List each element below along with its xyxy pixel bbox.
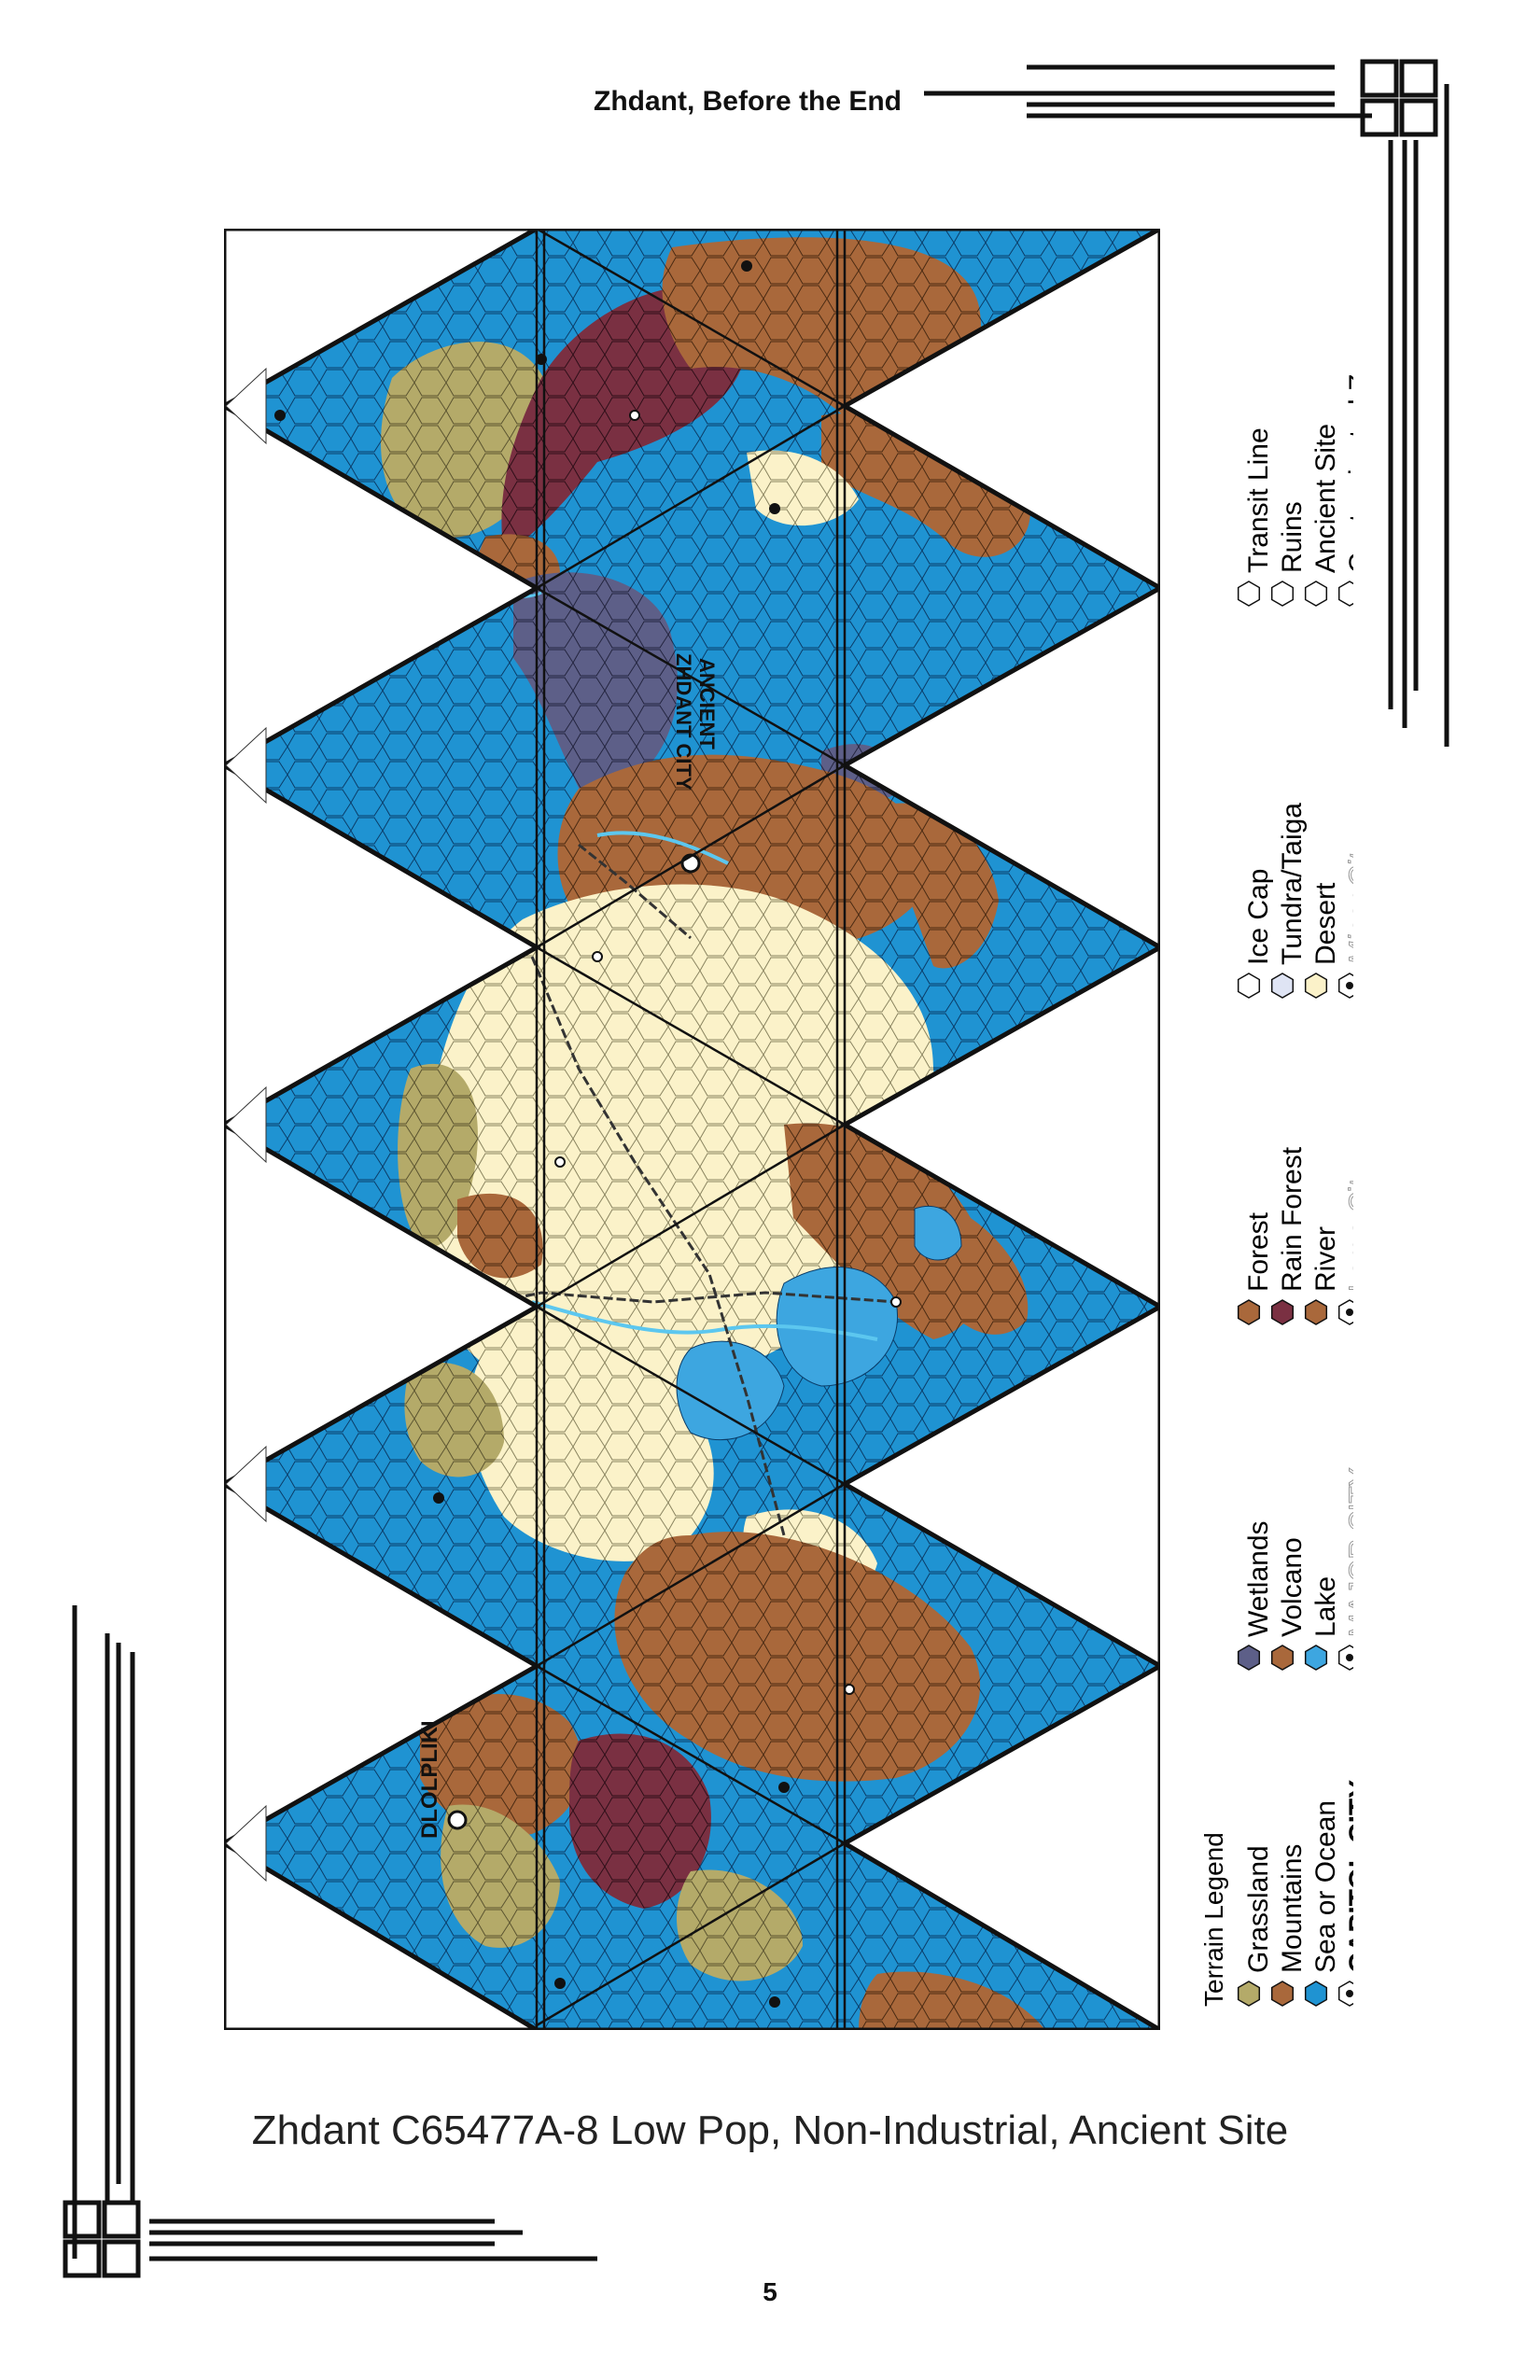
grassland-south-east <box>677 1869 803 1981</box>
large-city-marker <box>769 1996 780 2008</box>
legend-item-label: Forest <box>1243 1211 1274 1292</box>
legend-item-label: Transit Line <box>1243 427 1274 573</box>
legend-svg: Terrain Legend Grassland Mountains Sea or O… <box>1199 328 1376 2008</box>
large-city-marker <box>741 260 752 272</box>
legend-item-label: Rain Forest <box>1277 1146 1308 1292</box>
desert-south <box>469 1346 714 1561</box>
mountains-far-east <box>877 803 999 969</box>
major-city-hex-icon-dot <box>1346 1654 1353 1661</box>
wetlands-central <box>513 572 678 807</box>
legend-item-label: Contaminated Zone <box>1344 328 1353 574</box>
corner-ornament-top-right <box>924 59 1449 747</box>
terrain-legend: Terrain Legend Grassland Mountains Sea or O… <box>1199 252 1376 2025</box>
rainforest-hex-icon <box>1270 1299 1295 1325</box>
legend-item-label: Ruins <box>1277 501 1308 573</box>
legend-item-label: Ice Cap <box>1243 869 1274 965</box>
legend-item-label: Tundra/Taiga <box>1277 803 1308 965</box>
legend-item-label: Minor City <box>1344 837 1353 965</box>
fold-line-diagonal <box>536 1305 846 1486</box>
map-terrain <box>224 229 1160 2030</box>
minor-city-marker <box>592 951 603 962</box>
transit-line-main <box>530 956 786 1536</box>
icecap-hex-icon <box>1237 973 1261 999</box>
fold-line-diagonal <box>536 1664 846 1845</box>
river-central <box>531 1300 878 1341</box>
large-city-hex-icon-dot <box>1346 1309 1353 1316</box>
grassland-south <box>441 1804 560 1948</box>
corner-ornament-bottom-left <box>63 1605 597 2278</box>
ice-cap-wedge <box>225 726 267 805</box>
major-city-marker <box>447 1810 468 1830</box>
minor-city-marker <box>554 1156 566 1168</box>
legend-item-label: Desert <box>1310 882 1341 965</box>
ruins-hex-icon <box>1270 581 1295 607</box>
legend-item-label: Wetlands <box>1243 1520 1274 1637</box>
minor-city-marker <box>890 1296 902 1308</box>
legend-item-label: Lake <box>1310 1576 1341 1637</box>
tundra-hex-icon <box>1270 973 1295 999</box>
minor-city-marker <box>844 1684 855 1695</box>
legend-title: Terrain Legend <box>1204 1832 1228 2007</box>
legend-item-label: Ancient Site <box>1310 424 1341 573</box>
fold-line-diagonal <box>536 404 846 590</box>
page-header-title: Zhdant, Before the End <box>594 86 902 117</box>
fold-line-diagonal <box>536 763 846 949</box>
legend-item-label: Volcano <box>1277 1537 1308 1637</box>
ice-cap-wedge <box>225 1804 267 1883</box>
lake-north <box>914 1205 962 1261</box>
planet-caption: Zhdant C65477A-8 Low Pop, Non-Industrial… <box>251 2107 1289 2153</box>
legend-item-label: Grassland <box>1243 1845 1274 1973</box>
ancient-site-hex-icon <box>1304 581 1328 607</box>
grassland-south-west <box>404 1362 504 1477</box>
world-map-icosahedral: ANCIENT ZHDANT CITY DLOLPLIKI <box>224 229 1160 2030</box>
fold-line-diagonal <box>536 1123 846 1309</box>
rainforest-south <box>569 1733 711 1909</box>
ice-cap-wedge <box>225 367 267 445</box>
large-city-marker <box>554 1978 566 1989</box>
grassland-hex-icon <box>1237 1981 1261 2007</box>
page-number: 5 <box>763 2277 777 2306</box>
contaminated-zone-hex-icon <box>1337 581 1362 607</box>
large-city-marker <box>769 503 780 514</box>
mountains-hex-icon <box>1270 1981 1295 2007</box>
capitol-city-hex-icon-dot <box>1346 1990 1353 1997</box>
capitol-city-label: DLOLPLIKI <box>417 1720 442 1839</box>
mountains-west-patches <box>457 1193 543 1279</box>
minor-city-hex-icon-dot <box>1346 982 1353 989</box>
fold-line-diagonal <box>536 229 846 408</box>
legend-item-label: MAJOR CITY <box>1344 1467 1353 1637</box>
ancient-city-label: ANCIENT <box>695 658 719 749</box>
ocean-hex-icon <box>1304 1981 1328 2007</box>
forest-hex-icon <box>1237 1299 1261 1325</box>
mountains-southwest <box>420 1694 583 1836</box>
fold-line-diagonal <box>536 586 846 767</box>
ice-cap-wedge <box>225 1445 267 1523</box>
mountains-south <box>614 1532 981 1782</box>
volcano-hex-icon <box>1270 1645 1295 1671</box>
legend-item-label: Sea or Ocean <box>1310 1800 1341 1973</box>
lake-hex-icon <box>1304 1645 1328 1671</box>
legend-item-label: River <box>1310 1226 1341 1292</box>
fold-line-diagonal <box>536 1841 846 2027</box>
river-north <box>596 831 729 865</box>
transit-line-north <box>578 843 692 940</box>
legend-item-label: CAPITOL CITY <box>1344 1780 1353 1973</box>
desert-hex-icon <box>1304 973 1328 999</box>
large-city-marker <box>778 1782 790 1793</box>
fold-line-diagonal <box>536 945 846 1127</box>
large-city-marker <box>274 410 286 421</box>
fold-lines <box>224 229 1160 2030</box>
minor-city-marker <box>629 410 640 421</box>
fold-line-diagonal <box>536 1482 846 1668</box>
legend-item-label: Large City <box>1344 1164 1353 1292</box>
ancient-city-label: ZHDANT CITY <box>672 653 695 791</box>
ice-cap-wedge <box>225 1085 267 1164</box>
river-hex-icon <box>1304 1299 1328 1325</box>
transit-line-hex-icon <box>1237 581 1261 607</box>
legend-item-label: Mountains <box>1277 1844 1308 1973</box>
wetlands-hex-icon <box>1237 1645 1261 1671</box>
large-city-marker <box>433 1492 444 1504</box>
mountains-south-tip <box>859 1971 1045 2030</box>
